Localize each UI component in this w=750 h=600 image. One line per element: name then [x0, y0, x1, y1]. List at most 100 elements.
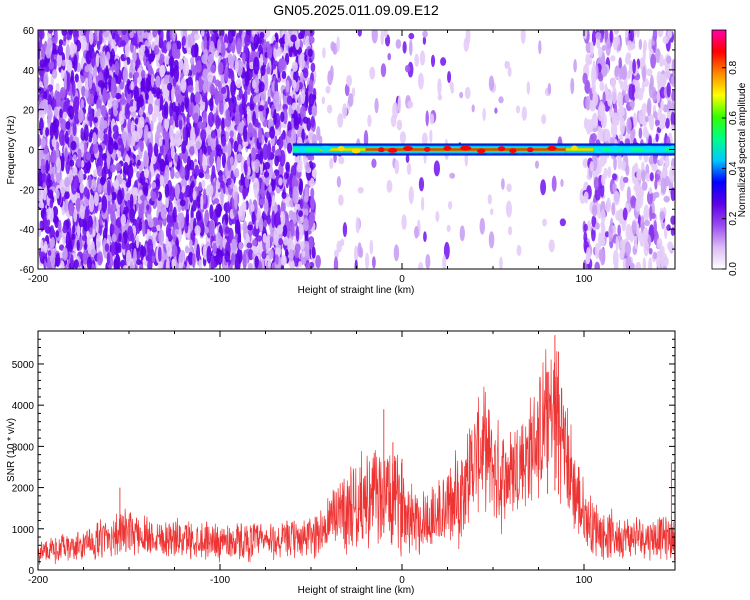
noise-blob [369, 66, 376, 80]
noise-blob [666, 82, 671, 98]
noise-blob [68, 30, 73, 36]
noise-blob [399, 131, 407, 144]
noise-blob [197, 121, 204, 129]
noise-blob [274, 155, 280, 167]
snr-y-tick-label: 0 [28, 566, 34, 577]
spectrogram-chart: Frequency (Hz) Height of straight line (… [6, 26, 748, 296]
noise-blob [86, 256, 92, 269]
noise-blob [423, 231, 427, 243]
noise-blob [357, 242, 362, 258]
spectrogram-x-tick-label: 100 [576, 274, 593, 285]
noise-blob [211, 164, 216, 179]
noise-blob [143, 32, 149, 39]
noise-blob [110, 209, 115, 223]
noise-blob [390, 114, 397, 128]
noise-blob [437, 78, 442, 96]
noise-blob [296, 162, 303, 173]
noise-blob [161, 45, 166, 53]
spectrogram-y-tick-label: -60 [20, 265, 35, 276]
noise-blob [429, 129, 433, 144]
noise-blob [202, 188, 207, 205]
noise-blob [130, 37, 137, 46]
noise-blob [615, 210, 622, 221]
noise-blob [394, 159, 400, 175]
noise-blob [58, 244, 65, 251]
noise-blob [287, 121, 292, 133]
noise-blob [176, 137, 183, 146]
noise-blob [380, 63, 387, 78]
noise-blob [180, 101, 185, 113]
band-hotspot [443, 145, 452, 151]
noise-blob [198, 78, 203, 92]
noise-blob [655, 119, 660, 126]
noise-blob [92, 132, 97, 147]
noise-blob [169, 186, 175, 202]
noise-blob [195, 60, 202, 73]
noise-blob [654, 48, 661, 64]
noise-blob [305, 90, 309, 108]
noise-blob [147, 131, 151, 139]
noise-blob [346, 74, 353, 87]
noise-blob [45, 66, 50, 73]
noise-blob [610, 120, 618, 139]
snr-y-tick-label: 3000 [12, 442, 35, 453]
noise-blob [118, 110, 125, 125]
noise-blob [605, 38, 611, 56]
noise-blob [101, 120, 108, 129]
noise-blob [242, 187, 249, 198]
noise-blob [395, 39, 402, 49]
noise-blob [254, 255, 259, 269]
noise-blob [286, 95, 293, 106]
band-hotspot [642, 145, 654, 151]
noise-blob [179, 252, 184, 264]
noise-blob [654, 173, 660, 181]
noise-blob [38, 30, 45, 40]
noise-blob [300, 71, 305, 82]
noise-blob [92, 143, 99, 154]
noise-blob [667, 30, 673, 39]
noise-blob [499, 256, 503, 269]
noise-blob [50, 251, 56, 269]
noise-blob [143, 186, 149, 198]
noise-blob [48, 60, 55, 70]
noise-blob [670, 111, 675, 127]
noise-blob [194, 42, 199, 58]
noise-blob [322, 47, 326, 59]
noise-blob [264, 100, 268, 109]
noise-blob [471, 104, 475, 113]
noise-blob [351, 87, 356, 98]
noise-blob [443, 241, 450, 260]
noise-blob [273, 47, 278, 60]
noise-blob [150, 119, 154, 132]
noise-blob [642, 65, 647, 82]
noise-blob [157, 30, 161, 36]
noise-blob [207, 111, 215, 127]
noise-blob [112, 132, 119, 140]
colorbar-tick-label: 0.8 [728, 60, 739, 74]
noise-blob [625, 255, 632, 269]
noise-blob [96, 40, 101, 51]
noise-blob [62, 224, 68, 234]
noise-blob [538, 40, 542, 55]
noise-blob [265, 235, 271, 252]
noise-blob [551, 175, 557, 192]
noise-blob [611, 86, 617, 105]
noise-blob [102, 31, 110, 38]
noise-blob [182, 60, 190, 77]
noise-blob [615, 236, 619, 252]
noise-blob [138, 263, 144, 269]
noise-blob [158, 229, 165, 246]
noise-blob [267, 88, 272, 100]
noise-blob [321, 96, 326, 105]
noise-blob [55, 230, 60, 238]
noise-blob [191, 252, 196, 269]
noise-blob [84, 89, 89, 99]
noise-blob [38, 186, 44, 203]
noise-blob [231, 252, 236, 266]
noise-blob [660, 73, 667, 87]
noise-blob [280, 199, 286, 215]
noise-blob [126, 132, 132, 147]
noise-blob [595, 32, 602, 40]
noise-blob [259, 150, 264, 165]
noise-blob [128, 72, 133, 79]
